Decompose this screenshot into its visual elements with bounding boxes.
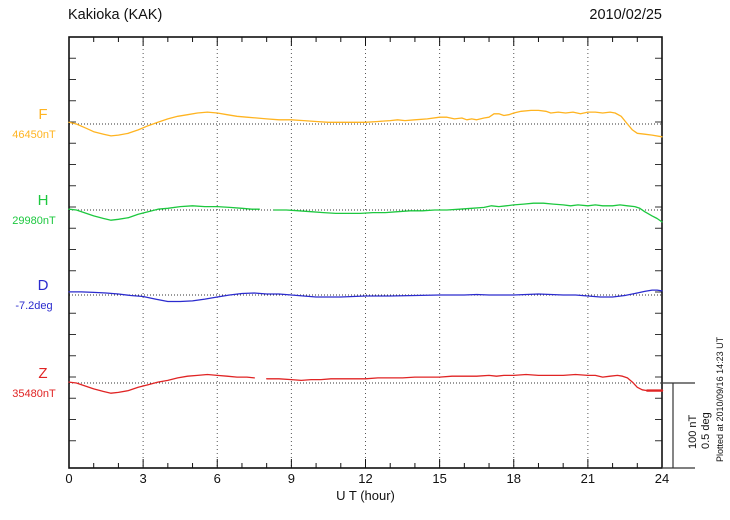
x-tick-label-12: 12	[358, 471, 373, 486]
x-tick-label-24: 24	[654, 471, 670, 486]
x-tick-label-21: 21	[580, 471, 596, 486]
x-tick-label-9: 9	[287, 471, 295, 486]
trace-D	[68, 289, 663, 303]
plotted-at-note: Plotted at 2010/09/16 14:23 UT	[715, 336, 725, 462]
trace-F	[68, 109, 663, 138]
trace-baseline-value-H: 29980nT	[12, 215, 56, 227]
trace-Z-seg1	[266, 373, 648, 392]
trace-label-H: H	[37, 192, 49, 209]
date-label: 2010/02/25	[589, 7, 662, 23]
trace-baseline-value-Z: 35480nT	[12, 388, 56, 400]
trace-baseline-value-F: 46450nT	[12, 129, 56, 141]
scale-bar-label-nt: 100 nT	[687, 414, 699, 449]
x-tick-label-15: 15	[432, 471, 447, 486]
trace-Z	[68, 373, 255, 394]
x-tick-label-0: 0	[65, 471, 73, 486]
trace-H	[68, 205, 260, 221]
scale-bar-label-deg: 0.5 deg	[700, 412, 712, 449]
x-tick-label-6: 6	[213, 471, 221, 486]
x-tick-label-18: 18	[506, 471, 521, 486]
trace-label-Z: Z	[38, 365, 48, 382]
page-title: Kakioka (KAK)	[68, 7, 163, 23]
x-tick-label-3: 3	[139, 471, 147, 486]
x-axis-title: U T (hour)	[336, 488, 395, 503]
trace-label-D: D	[37, 277, 49, 294]
trace-H-seg1	[273, 202, 663, 223]
plot-frame	[68, 36, 663, 469]
trace-label-F: F	[38, 106, 48, 123]
scale-bar-labels: 100 nT 0.5 deg	[687, 412, 713, 449]
trace-baseline-value-D: -7.2deg	[15, 300, 53, 312]
